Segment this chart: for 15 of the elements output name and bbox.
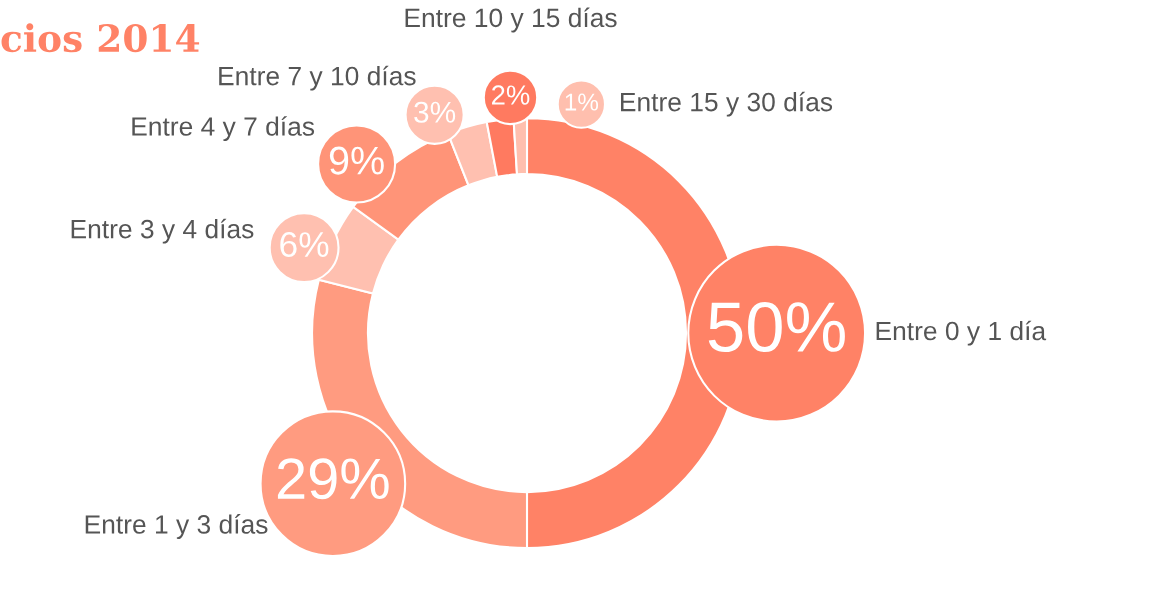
slice-label: Entre 0 y 1 día [876,320,1047,346]
slice-label: Entre 7 y 10 días [219,65,416,91]
legend-label: Entre 15 y 30 días [621,91,833,117]
data-label: 2% [492,85,530,105]
data-label: 6% [280,231,329,258]
chart-title: cios 2014 [1,23,200,53]
slice-label: Entre 1 y 3 días [85,514,268,540]
slice-label: Entre 3 y 4 días [71,218,254,244]
data-label: 3% [414,101,456,123]
data-label: 50% [708,302,845,353]
data-label: 1% [565,93,599,111]
data-label: 9% [329,146,384,175]
slice-label: Entre 4 y 7 días [132,116,315,142]
slice-label: Entre 10 y 15 días [405,7,617,33]
data-label: 29% [277,458,389,500]
